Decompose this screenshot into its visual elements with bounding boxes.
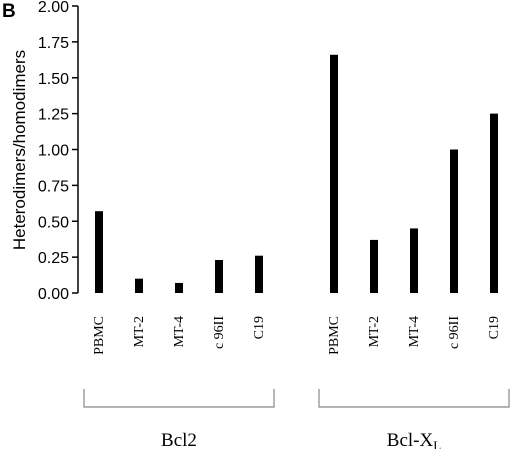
group-label: Bcl-XL: [387, 430, 441, 449]
y-tick-label: 0.25: [38, 250, 69, 267]
group-labels: Bcl2 Bcl-XL: [83, 389, 510, 449]
x-tick-label: c 96II: [212, 316, 227, 349]
bar-bcl2-pbmc: [95, 211, 103, 293]
y-axis-label: Heterodimers/homodimers: [10, 50, 29, 250]
y-tick-label: 1.50: [38, 71, 69, 88]
panel-label: B: [2, 1, 16, 22]
x-tick-labels: PBMC MT-2 MT-4 c 96II C19 PBMC MT-2 MT-4 c 96II C…: [92, 316, 502, 355]
y-tick-label: 1.75: [38, 35, 69, 52]
group-bracket: [318, 389, 510, 408]
x-tick-label: MT-4: [407, 316, 422, 347]
x-tick-label: c 96II: [447, 316, 462, 349]
x-tick-label: MT-2: [367, 316, 382, 347]
y-tick-label: 0.75: [38, 178, 69, 195]
x-tick-label: PBMC: [327, 316, 342, 355]
bars: [95, 54, 498, 293]
y-tick-label: 2.00: [38, 0, 69, 16]
group-label: Bcl2: [161, 430, 197, 449]
group-label-text: Bcl2: [161, 430, 197, 449]
group-bracket: [83, 389, 275, 408]
y-tick-label: 0.00: [38, 286, 69, 303]
group-label-subscript: L: [433, 438, 441, 449]
bar-bcl2-c19: [255, 255, 263, 293]
y-tick-label: 1.00: [38, 143, 69, 160]
x-tick-label: PBMC: [92, 316, 107, 355]
bar-bcl2-mt-4: [175, 282, 183, 293]
bar-bcl2-mt-2: [135, 278, 143, 293]
bar-bcl-x-c-96ii: [450, 149, 458, 293]
x-tick-label: MT-2: [132, 316, 147, 347]
bar-bcl-x-c19: [490, 113, 498, 293]
y-axis: 0.00 0.25 0.50 0.75 1.00 1.25 1.50 1.75 2.00: [38, 0, 79, 303]
bar-bcl-x-mt-4: [410, 228, 418, 293]
bar-bcl-x-pbmc: [330, 54, 338, 293]
bar-bcl2-c-96ii: [215, 259, 223, 293]
y-tick-label: 1.25: [38, 107, 69, 124]
x-tick-label: C19: [252, 316, 267, 339]
x-tick-label: C19: [487, 316, 502, 339]
x-tick-label: MT-4: [172, 316, 187, 347]
y-tick-label: 0.50: [38, 214, 69, 231]
bar-bcl-x-mt-2: [370, 239, 378, 293]
group-label-text: Bcl-X: [387, 430, 434, 449]
